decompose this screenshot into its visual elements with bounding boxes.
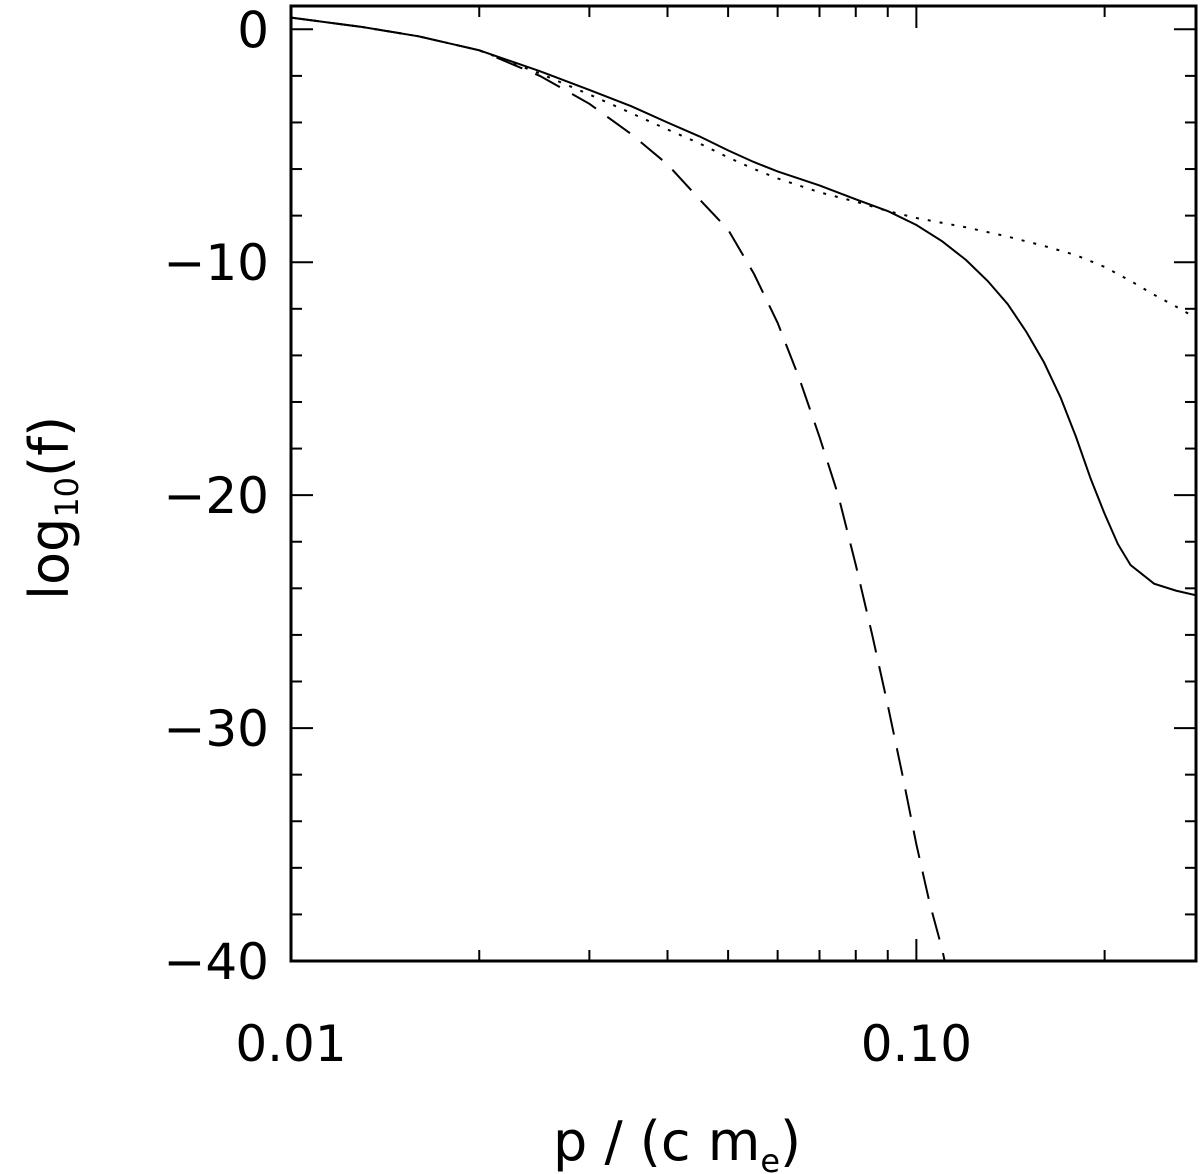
x-tick-label: 0.10 [861, 1015, 972, 1073]
plot-frame [289, 4, 1198, 963]
y-tick-label: −30 [163, 700, 269, 758]
y-axis-title-sub: 10 [48, 477, 86, 518]
x-axis-title: p / (c me) [553, 1110, 801, 1174]
x-tick-label: 0.01 [235, 1015, 346, 1073]
x-axis-title-close: ) [780, 1110, 801, 1173]
y-tick-label: −10 [163, 234, 269, 292]
x-axis-title-main: p / (c m [553, 1110, 760, 1173]
x-axis-title-sub: e [760, 1142, 780, 1174]
y-tick-label: −20 [163, 467, 269, 525]
series-layer [291, 16, 1196, 961]
series-line-dotted [291, 16, 1196, 319]
y-tick-label: 0 [237, 1, 269, 59]
tick-labels: 0 −10 −20 −30 −40 0.01 0.10 [163, 1, 972, 1073]
axis-ticks [290, 6, 1196, 962]
y-tick-label: −40 [163, 933, 269, 991]
y-axis-title-main: log [18, 518, 81, 600]
series-line-solid [291, 16, 1196, 597]
y-axis-title-rest: (f) [18, 416, 81, 477]
series-line-dashed [291, 16, 946, 961]
y-axis-title: log10(f) [18, 416, 86, 600]
